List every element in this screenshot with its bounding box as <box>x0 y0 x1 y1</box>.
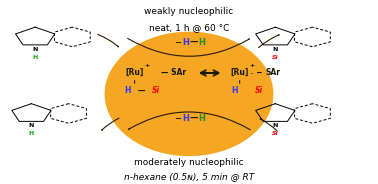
Text: H: H <box>231 86 237 95</box>
Text: n-hexane (0.5ɴ), 5 min @ RT: n-hexane (0.5ɴ), 5 min @ RT <box>124 172 254 181</box>
Ellipse shape <box>105 32 273 156</box>
Text: ··: ·· <box>249 70 254 79</box>
Text: H: H <box>199 38 206 47</box>
FancyArrowPatch shape <box>98 34 118 47</box>
Text: Si: Si <box>152 86 160 95</box>
Text: +: + <box>144 63 149 68</box>
Text: Si: Si <box>272 55 279 60</box>
Text: −: − <box>174 38 181 47</box>
Text: H: H <box>33 55 38 60</box>
FancyArrowPatch shape <box>260 119 277 131</box>
Text: Si: Si <box>272 131 279 136</box>
Text: —: — <box>190 114 198 123</box>
Text: [Ru]: [Ru] <box>231 68 249 77</box>
Text: +: + <box>249 63 254 68</box>
Text: N: N <box>273 123 278 128</box>
Text: weakly nucleophilic: weakly nucleophilic <box>144 7 234 16</box>
FancyArrowPatch shape <box>128 38 249 56</box>
Text: SAr: SAr <box>266 68 281 77</box>
Text: Si: Si <box>255 86 263 95</box>
Text: H: H <box>124 86 130 95</box>
Text: H: H <box>182 114 189 123</box>
Text: [Ru]: [Ru] <box>125 68 144 77</box>
Text: neat, 1 h @ 60 °C: neat, 1 h @ 60 °C <box>149 23 229 32</box>
Text: N: N <box>273 47 278 52</box>
Text: — SAr: — SAr <box>161 68 186 77</box>
FancyArrowPatch shape <box>259 35 279 48</box>
Text: moderately nucleophilic: moderately nucleophilic <box>134 158 244 167</box>
Text: N: N <box>33 47 38 52</box>
Text: —: — <box>190 38 198 47</box>
FancyArrowPatch shape <box>129 112 250 130</box>
Text: H: H <box>29 131 34 136</box>
FancyArrowPatch shape <box>102 118 119 130</box>
Text: —: — <box>138 86 149 95</box>
Text: H: H <box>199 114 206 123</box>
Text: −: − <box>174 114 181 123</box>
Text: N: N <box>29 123 34 128</box>
Text: H: H <box>182 38 189 47</box>
